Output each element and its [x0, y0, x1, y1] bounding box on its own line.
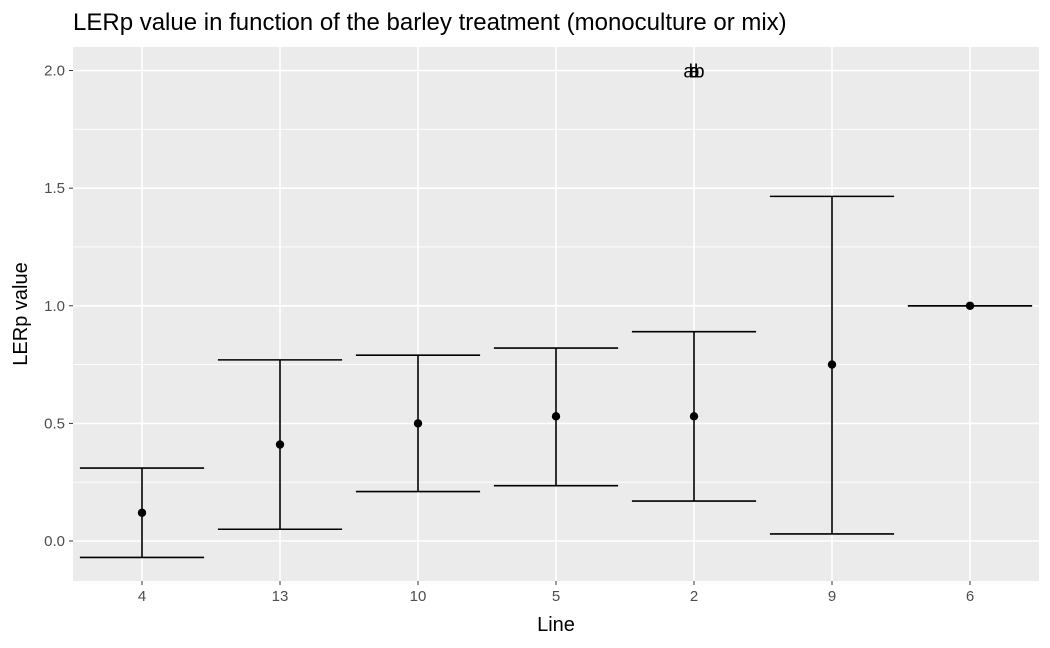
mean-point: [413, 419, 423, 428]
x-tick-label: 5: [552, 588, 560, 605]
chart-title: LERp value in function of the barley tre…: [73, 9, 787, 36]
significance-letter: b: [689, 62, 700, 83]
x-tick-label: 6: [966, 588, 974, 605]
mean-point: [965, 301, 975, 310]
y-tick-label: 0.5: [44, 415, 65, 432]
x-tick-label: 2: [690, 588, 698, 605]
y-axis: 0.0 0.5 1.0 1.5 2.0: [44, 63, 73, 550]
y-tick-label: 1.0: [44, 298, 65, 315]
x-tick-label: 10: [410, 588, 427, 605]
significance-letter: a: [689, 62, 700, 83]
significance-letter: ab: [683, 62, 704, 83]
points: [137, 301, 975, 517]
mean-point: [137, 508, 147, 517]
y-tick-label: 1.5: [44, 180, 65, 197]
x-tick-label: 4: [138, 588, 146, 605]
y-axis-title: LERp value: [10, 262, 32, 365]
x-tick-label: 9: [828, 588, 836, 605]
x-tick-label: 13: [272, 588, 289, 605]
y-tick-label: 0.0: [44, 533, 65, 550]
mean-point: [689, 412, 699, 421]
x-axis-title: Line: [537, 614, 575, 636]
y-tick-label: 2.0: [44, 63, 65, 80]
mean-point: [551, 412, 561, 421]
mean-point: [827, 360, 837, 369]
mean-point: [275, 440, 285, 449]
x-axis: 4 13 10 5 2 9 6: [138, 581, 974, 605]
